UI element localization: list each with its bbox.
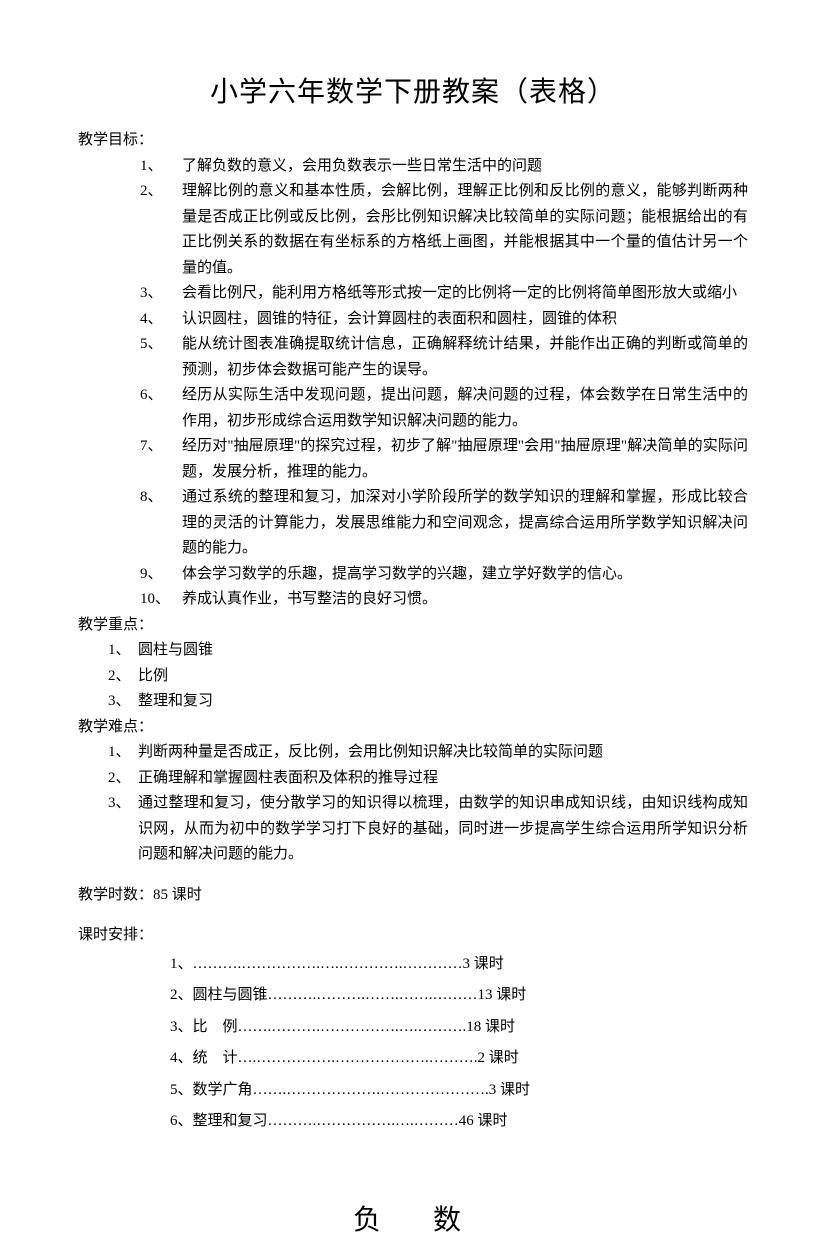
list-item: 3、通过整理和复习，使分散学习的知识得以梳理，由数学的知识串成知识线，由知识线构… <box>108 791 748 868</box>
difficulties-list: 1、判断两种量是否成正，反比例，会用比例知识解决比较简单的实际问题 2、正确理解… <box>78 740 748 868</box>
item-text: 圆柱与圆锥 <box>138 638 748 664</box>
item-number: 4、 <box>140 307 182 333</box>
item-text: 经历从实际生活中发现问题，提出问题，解决问题的过程，体会数学在日常生活中的作用，… <box>182 383 748 434</box>
schedule-label: 课时安排： <box>78 923 748 949</box>
goals-list: 1、了解负数的意义，会用负数表示一些日常生活中的问题 2、理解比例的意义和基本性… <box>78 154 748 613</box>
item-number: 7、 <box>140 434 182 485</box>
schedule-item: 4、统 计….…………….……………….……….2 课时 <box>170 1043 748 1075</box>
list-item: 1、判断两种量是否成正，反比例，会用比例知识解决比较简单的实际问题 <box>108 740 748 766</box>
list-item: 3、会看比例尺，能利用方格纸等形式按一定的比例将一定的比例将简单图形放大或缩小 <box>140 281 748 307</box>
item-text: 整理和复习 <box>138 689 748 715</box>
list-item: 10、养成认真作业，书写整洁的良好习惯。 <box>140 587 748 613</box>
list-item: 1、了解负数的意义，会用负数表示一些日常生活中的问题 <box>140 154 748 180</box>
item-number: 1、 <box>108 638 138 664</box>
list-item: 4、认识圆柱，圆锥的特征，会计算圆柱的表面积和圆柱，圆锥的体积 <box>140 307 748 333</box>
keypoints-list: 1、圆柱与圆锥 2、比例 3、整理和复习 <box>78 638 748 715</box>
schedule-item: 1、……….…………….….………….…………3 课时 <box>170 949 748 981</box>
item-number: 2、 <box>108 664 138 690</box>
list-item: 9、体会学习数学的乐趣，提高学习数学的兴趣，建立学好数学的信心。 <box>140 562 748 588</box>
list-item: 5、能从统计图表准确提取统计信息，正确解释统计结果，并能作出正确的判断或简单的预… <box>140 332 748 383</box>
item-text: 经历对"抽屉原理"的探究过程，初步了解"抽屉原理"会用"抽屉原理"解决简单的实际… <box>182 434 748 485</box>
goals-label: 教学目标： <box>78 128 748 154</box>
schedule-item: 3、比 例…….……….…………….….……….18 课时 <box>170 1012 748 1044</box>
item-number: 3、 <box>108 791 138 868</box>
item-text: 会看比例尺，能利用方格纸等形式按一定的比例将一定的比例将简单图形放大或缩小 <box>182 281 748 307</box>
list-item: 3、整理和复习 <box>108 689 748 715</box>
list-item: 8、通过系统的整理和复习，加深对小学阶段所学的数学知识的理解和掌握，形成比较合理… <box>140 485 748 562</box>
item-number: 2、 <box>140 179 182 281</box>
document-page: 小学六年数学下册教案（表格） 教学目标： 1、了解负数的意义，会用负数表示一些日… <box>0 0 826 1169</box>
hours-label: 教学时数：85 课时 <box>78 883 748 909</box>
item-number: 8、 <box>140 485 182 562</box>
difficulties-label: 教学难点： <box>78 715 748 741</box>
item-text: 了解负数的意义，会用负数表示一些日常生活中的问题 <box>182 154 748 180</box>
item-text: 正确理解和掌握圆柱表面积及体积的推导过程 <box>138 766 748 792</box>
item-number: 10、 <box>140 587 182 613</box>
schedule-item: 2、圆柱与圆锥……….……….…….…….………13 课时 <box>170 980 748 1012</box>
list-item: 6、经历从实际生活中发现问题，提出问题，解决问题的过程，体会数学在日常生活中的作… <box>140 383 748 434</box>
list-item: 7、经历对"抽屉原理"的探究过程，初步了解"抽屉原理"会用"抽屉原理"解决简单的… <box>140 434 748 485</box>
list-item: 1、圆柱与圆锥 <box>108 638 748 664</box>
item-number: 9、 <box>140 562 182 588</box>
item-number: 6、 <box>140 383 182 434</box>
item-number: 1、 <box>140 154 182 180</box>
list-item: 2、理解比例的意义和基本性质，会解比例，理解正比例和反比例的意义，能够判断两种量… <box>140 179 748 281</box>
item-number: 2、 <box>108 766 138 792</box>
schedule-item: 6、整理和复习……….…………….….………46 课时 <box>170 1106 748 1138</box>
schedule-item: 5、数学广角…….……………….………………….3 课时 <box>170 1075 748 1107</box>
item-text: 认识圆柱，圆锥的特征，会计算圆柱的表面积和圆柱，圆锥的体积 <box>182 307 748 333</box>
item-text: 通过系统的整理和复习，加深对小学阶段所学的数学知识的理解和掌握，形成比较合理的灵… <box>182 485 748 562</box>
item-text: 通过整理和复习，使分散学习的知识得以梳理，由数学的知识串成知识线，由知识线构成知… <box>138 791 748 868</box>
item-text: 理解比例的意义和基本性质，会解比例，理解正比例和反比例的意义，能够判断两种量是否… <box>182 179 748 281</box>
item-text: 体会学习数学的乐趣，提高学习数学的兴趣，建立学好数学的信心。 <box>182 562 748 588</box>
section-subtitle: 负 数 <box>78 1198 748 1238</box>
item-number: 3、 <box>108 689 138 715</box>
list-item: 2、正确理解和掌握圆柱表面积及体积的推导过程 <box>108 766 748 792</box>
item-text: 能从统计图表准确提取统计信息，正确解释统计结果，并能作出正确的判断或简单的预测，… <box>182 332 748 383</box>
page-title: 小学六年数学下册教案（表格） <box>78 70 748 110</box>
item-text: 判断两种量是否成正，反比例，会用比例知识解决比较简单的实际问题 <box>138 740 748 766</box>
item-text: 比例 <box>138 664 748 690</box>
item-number: 3、 <box>140 281 182 307</box>
item-text: 养成认真作业，书写整洁的良好习惯。 <box>182 587 748 613</box>
item-number: 1、 <box>108 740 138 766</box>
item-number: 5、 <box>140 332 182 383</box>
keypoints-label: 教学重点： <box>78 613 748 639</box>
list-item: 2、比例 <box>108 664 748 690</box>
schedule-list: 1、……….…………….….………….…………3 课时 2、圆柱与圆锥……….…… <box>78 949 748 1138</box>
